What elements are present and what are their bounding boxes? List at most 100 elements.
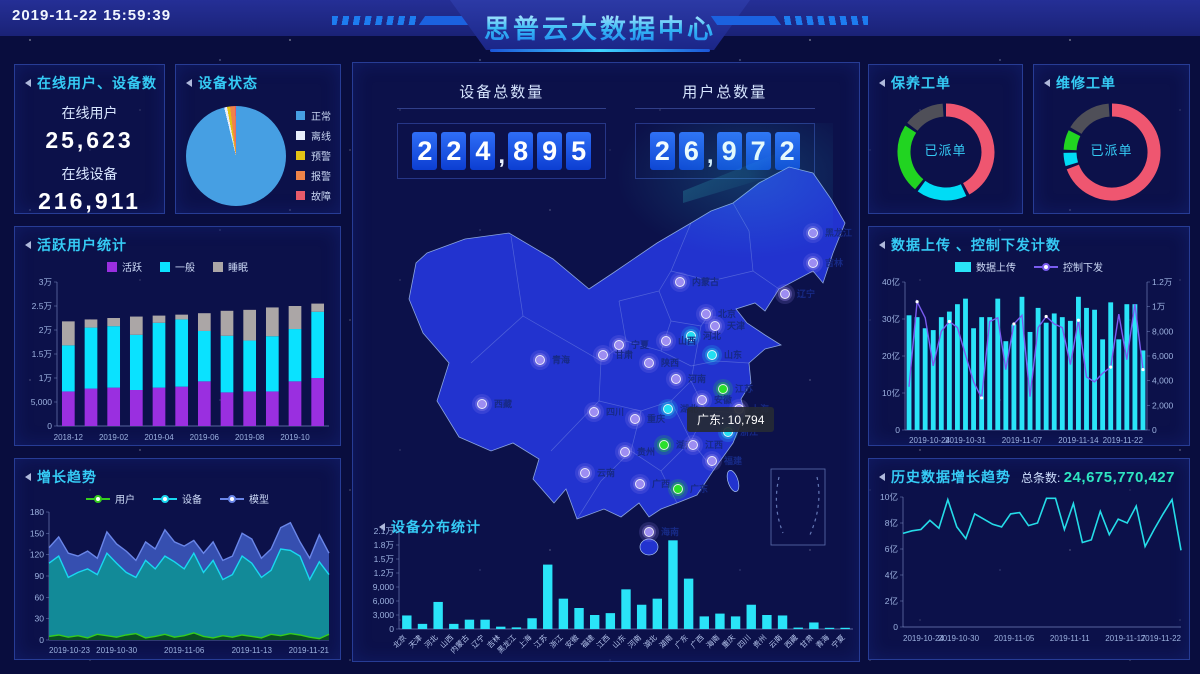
svg-text:福建: 福建 [578,632,596,650]
map-marker-青海[interactable]: 青海 [530,350,570,370]
map-marker-广西[interactable]: 广西 [630,474,670,494]
map-marker-北京[interactable]: 北京 [696,304,736,324]
map-marker-河南[interactable]: 河南 [666,369,706,389]
svg-text:1.5万: 1.5万 [32,349,52,359]
map-marker-福建[interactable]: 福建 [702,451,743,471]
map-marker-四川[interactable]: 四川 [584,402,624,422]
history-total-label: 总条数: [1021,471,1061,485]
counter-digit: 9 [537,132,563,170]
svg-text:湖北: 湖北 [642,633,659,650]
map-marker-湖南[interactable]: 湖南 [654,435,694,455]
panel-repair-orders: 维修工单 已派单 [1033,64,1190,214]
legend-item[interactable]: 设备 [153,491,202,506]
map-marker-江苏[interactable]: 江苏 [713,379,753,399]
map-marker-云南[interactable]: 云南 [575,463,615,483]
svg-text:4亿: 4亿 [885,570,898,580]
legend-item[interactable]: 正常 [296,108,331,123]
svg-text:3万: 3万 [39,277,52,287]
legend-item[interactable]: 活跃 [107,259,142,274]
map-marker-黑龙江[interactable]: 黑龙江 [803,223,852,243]
svg-text:青海: 青海 [813,632,831,650]
map-tooltip: 广东: 10,794 [687,407,775,432]
map-marker-甘肃[interactable]: 甘肃 [593,345,633,365]
map-marker-海南[interactable]: 海南 [639,522,679,542]
map-marker-吉林[interactable]: 吉林 [803,253,844,273]
map-marker-内蒙古[interactable]: 内蒙古 [670,272,719,292]
panel-title: 设备分布统计 [391,519,481,535]
map-marker-辽宁[interactable]: 辽宁 [775,284,815,304]
svg-text:辽宁: 辽宁 [797,288,815,299]
panel-marker-icon [1044,79,1050,87]
counter-digit: 2 [412,132,438,170]
svg-text:2019-10: 2019-10 [280,433,310,442]
legend-item[interactable]: 用户 [86,491,135,506]
repair-donut-chart[interactable] [1047,95,1177,207]
maintenance-donut-label: 已派单 [924,142,967,158]
legend-item[interactable]: 控制下发 [1034,259,1103,274]
panel-marker-icon [25,241,31,249]
svg-text:2019-08: 2019-08 [235,433,265,442]
map-marker-江西[interactable]: 江西 [683,435,723,455]
svg-text:湖南: 湖南 [676,439,694,450]
svg-text:1万: 1万 [39,373,52,383]
map-marker-宁夏[interactable]: 宁夏 [609,335,650,355]
title-underline [490,49,710,52]
map-marker-山东[interactable]: 山东 [702,345,742,365]
online-users-label: 在线用户 [61,105,118,121]
panel-marker-icon [379,523,385,531]
panel-active-users: 活跃用户统计 活跃 一般 睡眠 0 5,000 1万 1.5万 2万 2.5万 3万 2018-1… [14,226,341,446]
china-map[interactable]: 黑龙江吉林辽宁内蒙古北京天津河北山西山东河南江苏安徽上海湖北浙江湖南江西贵州福建… [361,151,853,569]
panel-title: 在线用户、设备数 [37,75,157,91]
svg-text:2.5万: 2.5万 [32,301,52,311]
maintenance-donut-chart[interactable] [881,95,1011,207]
svg-text:1.2万: 1.2万 [374,568,394,578]
svg-text:宁夏: 宁夏 [631,339,650,350]
map-marker-西藏[interactable]: 西藏 [472,394,512,414]
panel-title: 活跃用户统计 [37,237,127,253]
svg-text:3,000: 3,000 [373,610,395,620]
user-total-label: 用户总数量 [634,81,815,109]
map-marker-河北[interactable]: 河北 [681,326,721,346]
svg-text:江苏: 江苏 [531,632,549,650]
active-users-chart[interactable]: 0 5,000 1万 1.5万 2万 2.5万 3万 2018-12 2019-02 2019-0… [15,274,337,446]
panel-marker-icon [879,473,885,481]
map-marker-重庆[interactable]: 重庆 [625,409,665,429]
legend-item[interactable]: 报警 [296,168,331,183]
counter-digit: 2 [774,132,800,170]
svg-text:2019-10-30: 2019-10-30 [938,634,979,643]
svg-text:安徽: 安徽 [563,632,581,650]
map-marker-安徽[interactable]: 安徽 [692,390,733,410]
legend-item[interactable]: 一般 [160,259,195,274]
svg-text:120: 120 [30,550,44,560]
growth-trend-legend: 用户 设备 模型 [15,491,340,506]
svg-text:甘肃: 甘肃 [798,632,816,650]
device-distribution-chart[interactable]: 03,0006,0009,0001.2万1.5万1.8万2.1万北京天津河北山西… [357,525,857,661]
map-marker-天津[interactable]: 天津 [705,316,745,336]
legend-item[interactable]: 数据上传 [955,259,1016,274]
map-marker-山西[interactable]: 山西 [656,331,696,351]
growth-trend-chart[interactable]: 0 30 60 90 120 150 180 2019-10-23 2019-10-30 2019… [15,506,337,658]
map-marker-贵州[interactable]: 贵州 [615,442,655,462]
legend-item[interactable]: 模型 [220,491,269,506]
svg-text:2019-11-13: 2019-11-13 [232,646,273,655]
svg-text:0: 0 [893,622,898,632]
map-marker-陕西[interactable]: 陕西 [639,353,679,373]
legend-item[interactable]: 离线 [296,128,331,143]
svg-text:河南: 河南 [688,373,706,384]
legend-item[interactable]: 故障 [296,188,331,203]
svg-text:2019-10-31: 2019-10-31 [945,436,986,445]
svg-text:山西: 山西 [678,335,696,346]
svg-text:0: 0 [389,624,394,634]
history-total-value: 24,675,770,427 [1063,469,1175,486]
svg-text:河北: 河北 [423,633,440,650]
device-status-pie-chart[interactable] [186,105,286,206]
upload-control-chart[interactable]: 0 10亿 20亿 30亿 40亿 0 2,000 4,000 6,000 8,000 1万 1.2万… [869,274,1191,448]
map-marker-广东[interactable]: 广东 [668,479,708,499]
legend-item[interactable]: 睡眠 [213,259,248,274]
panel-growth-trend: 增长趋势 用户 设备 模型 0 30 60 90 120 150 180 2019-10-23 20… [14,458,341,660]
svg-text:陕西: 陕西 [661,357,679,368]
svg-text:安徽: 安徽 [714,394,733,405]
legend-item[interactable]: 预警 [296,148,331,163]
